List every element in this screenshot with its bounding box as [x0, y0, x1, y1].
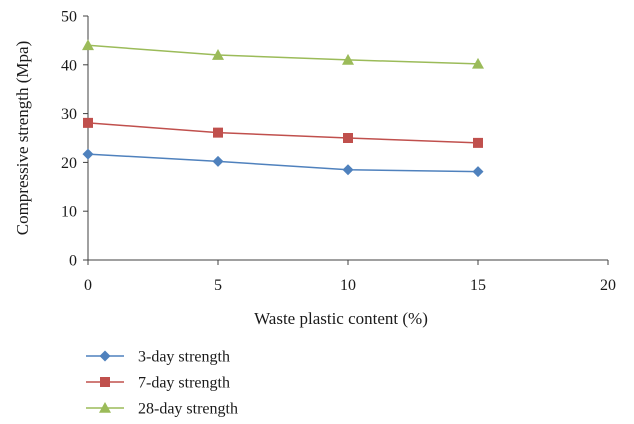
series-line — [87, 122, 479, 144]
x-tick-label: 5 — [214, 277, 222, 294]
y-tick-group: 0 10 20 30 40 50 — [61, 9, 88, 270]
series-line — [87, 153, 479, 173]
y-tick-label: 0 — [69, 253, 77, 270]
legend-item: 7-day strength — [86, 375, 230, 392]
x-tick-label: 10 — [340, 277, 356, 294]
x-tick-label: 15 — [470, 277, 486, 294]
data-point — [342, 164, 354, 176]
y-tick-label: 30 — [61, 106, 77, 123]
legend-item: 3-day strength — [86, 349, 230, 366]
y-tick-label: 10 — [61, 204, 77, 221]
data-point — [472, 57, 484, 69]
x-axis-title: Waste plastic content (%) — [254, 309, 428, 328]
legend-marker — [100, 377, 110, 387]
data-point — [212, 155, 224, 167]
data-point — [82, 148, 94, 160]
legend-label: 28-day strength — [138, 401, 238, 418]
data-point — [473, 137, 483, 148]
series-2 — [83, 117, 483, 148]
series-1 — [82, 148, 484, 178]
y-axis-title: Compressive strength (Mpa) — [13, 41, 32, 236]
legend-label: 7-day strength — [138, 375, 230, 392]
series-line — [87, 44, 479, 65]
x-tick-group: 0 5 10 15 20 — [84, 260, 616, 294]
y-tick-label: 40 — [61, 57, 77, 74]
data-point — [83, 117, 93, 128]
data-point — [472, 166, 484, 178]
x-tick-label: 0 — [84, 277, 92, 294]
legend-marker — [99, 350, 111, 362]
y-tick-label: 50 — [61, 9, 77, 26]
series-layer — [82, 39, 484, 178]
data-point — [82, 39, 94, 51]
data-point — [213, 127, 223, 138]
x-tick-label: 20 — [600, 277, 616, 294]
legend-label: 3-day strength — [138, 349, 230, 366]
series-3 — [82, 39, 484, 69]
legend-item: 28-day strength — [86, 401, 238, 418]
y-tick-label: 20 — [61, 155, 77, 172]
data-point — [342, 53, 354, 65]
legend: 3-day strength 7-day strength 28-day stren… — [86, 349, 238, 418]
data-point — [212, 49, 224, 60]
legend-marker — [99, 402, 111, 413]
data-point — [343, 133, 353, 143]
